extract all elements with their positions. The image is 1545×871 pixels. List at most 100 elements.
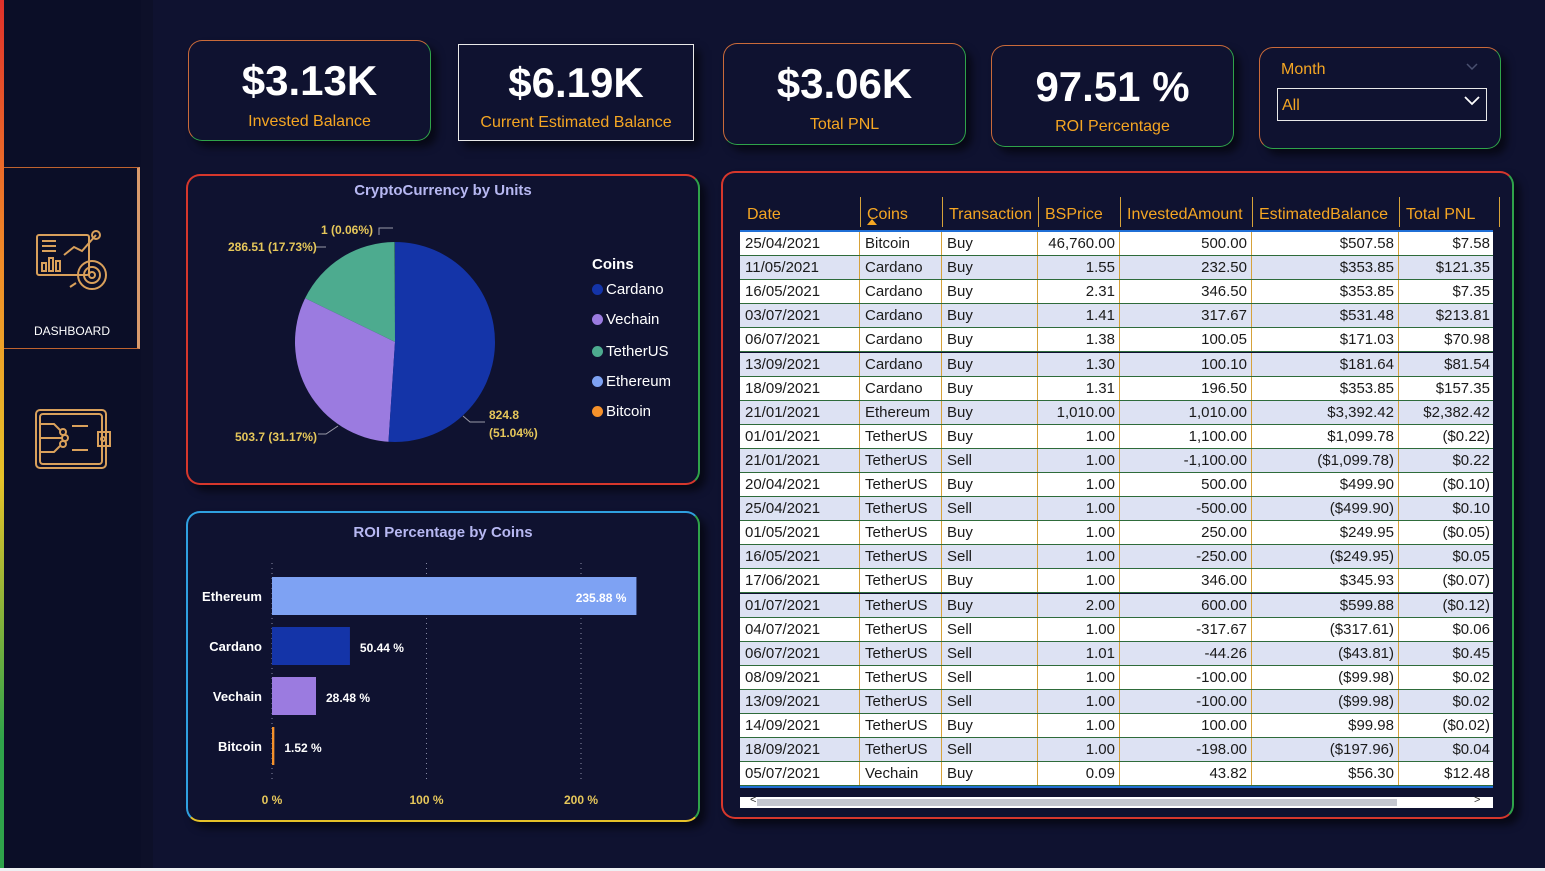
scroll-right-arrow-icon[interactable]: > (1474, 794, 1481, 806)
table-cell: $499.90 (1252, 473, 1399, 496)
table-cell: ($99.98) (1252, 689, 1399, 713)
horizontal-scrollbar[interactable]: < > (740, 794, 1493, 808)
pie-label-ethereum: 1 (0.06%) (321, 223, 374, 237)
table-cell: 1.00 (1038, 714, 1120, 737)
category-label: Ethereum (202, 589, 262, 604)
pie-slice-tetherus[interactable] (305, 242, 395, 342)
bar-bitcoin[interactable] (272, 727, 275, 765)
kpi-current-estimated-balance[interactable]: $6.19K Current Estimated Balance (458, 44, 694, 141)
table-cell: Buy (942, 714, 1038, 737)
table-cell: 18/09/2021 (740, 738, 860, 762)
column-divider (1252, 197, 1253, 227)
left-gradient-edge (0, 0, 4, 871)
table-cell: Buy (942, 473, 1038, 496)
table-cell: 1.00 (1038, 665, 1120, 689)
sidebar-divider (141, 0, 153, 868)
table-row[interactable]: 03/07/2021 Cardano Buy 1.41 317.67 $531.48 $21… (740, 304, 1493, 329)
table-cell: 1.00 (1038, 521, 1120, 545)
pie-slice-cardano[interactable] (388, 242, 496, 442)
month-dropdown[interactable]: All (1277, 88, 1487, 121)
table-cell: 16/05/2021 (740, 545, 860, 569)
table-cell: TetherUS (860, 473, 942, 496)
kpi-label: Invested Balance (248, 113, 371, 130)
table-bottom-line (740, 786, 1493, 789)
table-row[interactable]: 21/01/2021 TetherUS Sell 1.00 -1,100.00 ($1,0… (740, 448, 1493, 473)
table-cell: 100.10 (1120, 352, 1252, 376)
table-row[interactable]: 25/04/2021 TetherUS Sell 1.00 -500.00 ($499.9… (740, 497, 1493, 522)
table-row[interactable]: 14/09/2021 TetherUS Buy 1.00 100.00 $99.98 ($0… (740, 714, 1493, 738)
crypto-wallet-icon[interactable] (32, 408, 114, 472)
table-cell: Sell (942, 617, 1038, 641)
table-cell: 250.00 (1120, 521, 1252, 545)
table-cell: ($499.90) (1252, 497, 1399, 521)
table-cell: 196.50 (1120, 376, 1252, 400)
table-row[interactable]: 06/07/2021 TetherUS Sell 1.01 -44.26 ($43.81)… (740, 641, 1493, 666)
table-cell: 2.31 (1038, 280, 1120, 304)
table-cell: Cardano (860, 304, 942, 328)
table-cell: $249.95 (1252, 521, 1399, 545)
table-cell: TetherUS (860, 665, 942, 689)
table-row[interactable]: 01/01/2021 TetherUS Buy 1.00 1,100.00 $1,099.… (740, 424, 1493, 449)
scroll-left-arrow-icon[interactable]: < (750, 794, 757, 806)
table-cell: 20/04/2021 (740, 473, 860, 496)
table-row[interactable]: 04/07/2021 TetherUS Sell 1.00 -317.67 ($317.6… (740, 617, 1493, 642)
column-header-transaction[interactable]: Transaction (949, 206, 1032, 223)
table-cell: Cardano (860, 376, 942, 400)
table-row[interactable]: 11/05/2021 Cardano Buy 1.55 232.50 $353.85 $12… (740, 256, 1493, 281)
table-row[interactable]: 16/05/2021 TetherUS Sell 1.00 -250.00 ($249.9… (740, 545, 1493, 570)
legend-item-cardano[interactable]: Cardano (592, 280, 664, 300)
table-cell: 100.00 (1120, 714, 1252, 737)
table-row[interactable]: 01/07/2021 TetherUS Buy 2.00 600.00 $599.88 ($… (740, 593, 1493, 618)
table-row[interactable]: 13/09/2021 TetherUS Sell 1.00 -100.00 ($99.98… (740, 689, 1493, 714)
table-cell: ($249.95) (1252, 545, 1399, 569)
bar-vechain[interactable] (272, 677, 317, 715)
table-cell: 21/01/2021 (740, 400, 860, 424)
table-row[interactable]: 06/07/2021 Cardano Buy 1.38 100.05 $171.03 $70… (740, 328, 1493, 353)
column-divider (942, 197, 943, 227)
sidebar-item-dashboard[interactable]: DASHBOARD (4, 167, 140, 349)
table-cell: -500.00 (1120, 497, 1252, 521)
table-cell: 18/09/2021 (740, 376, 860, 400)
table-cell: Sell (942, 545, 1038, 569)
pie-slice-vechain[interactable] (294, 298, 395, 442)
chevron-down-icon[interactable] (1466, 63, 1478, 71)
table-cell: 1.00 (1038, 448, 1120, 472)
table-cell: 2.00 (1038, 593, 1120, 617)
legend-item-ethereum[interactable]: Ethereum (592, 372, 671, 392)
table-cell: 1.38 (1038, 328, 1120, 352)
column-header-coins[interactable]: Coins (867, 206, 908, 223)
column-header-investedamount[interactable]: InvestedAmount (1127, 206, 1243, 223)
table-cell: $599.88 (1252, 593, 1399, 617)
table-cell: Buy (942, 256, 1038, 280)
table-row[interactable]: 16/05/2021 Cardano Buy 2.31 346.50 $353.85 $7.… (740, 280, 1493, 305)
column-header-date[interactable]: Date (747, 206, 781, 223)
table-cell: Cardano (860, 352, 942, 376)
legend-item-vechain[interactable]: Vechain (592, 310, 659, 330)
column-header-bsprice[interactable]: BSPrice (1045, 206, 1103, 223)
table-row[interactable]: 13/09/2021 Cardano Buy 1.30 100.10 $181.64 $81… (740, 352, 1493, 377)
table-row[interactable]: 20/04/2021 TetherUS Buy 1.00 500.00 $499.90 ($… (740, 473, 1493, 497)
table-cell: -1,100.00 (1120, 448, 1252, 472)
legend-item-tetherus[interactable]: TetherUS (592, 342, 669, 362)
table-row[interactable]: 18/09/2021 TetherUS Sell 1.00 -198.00 ($197.9… (740, 738, 1493, 763)
table-cell: Buy (942, 569, 1038, 593)
bar-ethereum[interactable] (272, 577, 637, 615)
table-row[interactable]: 25/04/2021 Bitcoin Buy 46,760.00 500.00 $507.… (740, 232, 1493, 256)
table-row[interactable]: 08/09/2021 TetherUS Sell 1.00 -100.00 ($99.98… (740, 665, 1493, 690)
table-cell: TetherUS (860, 593, 942, 617)
column-header-estimatedbalance[interactable]: EstimatedBalance (1259, 206, 1388, 223)
column-header-total-pnl[interactable]: Total PNL (1406, 206, 1476, 223)
scrollbar-thumb[interactable] (757, 799, 1397, 806)
legend-item-bitcoin[interactable]: Bitcoin (592, 402, 651, 422)
table-row[interactable]: 21/01/2021 Ethereum Buy 1,010.00 1,010.00 $3,… (740, 400, 1493, 425)
table-row[interactable]: 01/05/2021 TetherUS Buy 1.00 250.00 $249.95 ($… (740, 521, 1493, 546)
table-cell: ($1,099.78) (1252, 448, 1399, 472)
table-row[interactable]: 18/09/2021 Cardano Buy 1.31 196.50 $353.85 $15… (740, 376, 1493, 401)
table-cell: 100.05 (1120, 328, 1252, 352)
table-row[interactable]: 17/06/2021 TetherUS Buy 1.00 346.00 $345.93 ($… (740, 569, 1493, 594)
bar-cardano[interactable] (272, 627, 350, 665)
table-row[interactable]: 05/07/2021 Vechain Buy 0.09 43.82 $56.30 $12.4… (740, 762, 1493, 787)
leader-line-cardano (462, 415, 485, 423)
kpi-roi-percentage: 97.51 % ROI Percentage (991, 45, 1234, 147)
table-cell: $99.98 (1252, 714, 1399, 737)
